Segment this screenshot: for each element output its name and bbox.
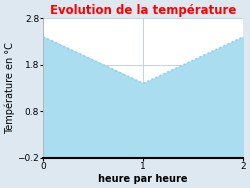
Y-axis label: Température en °C: Température en °C bbox=[4, 42, 15, 134]
X-axis label: heure par heure: heure par heure bbox=[98, 174, 188, 184]
Title: Evolution de la température: Evolution de la température bbox=[50, 4, 236, 17]
